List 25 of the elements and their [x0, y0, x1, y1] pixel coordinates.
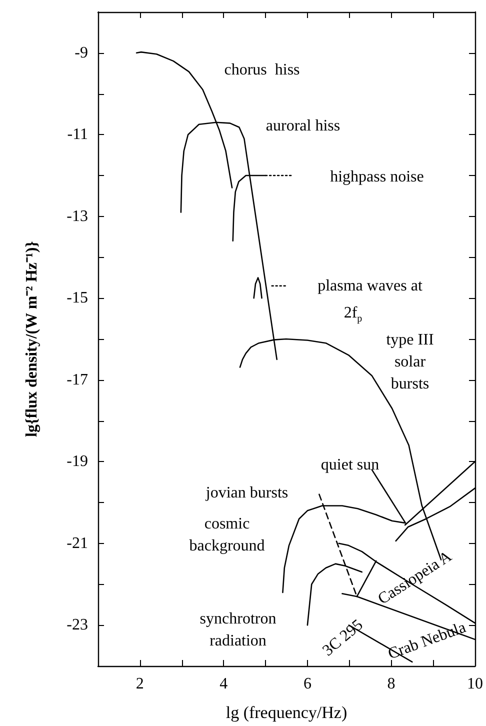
y-axis-title: lg{flux density/(W m⁻² Hz⁻¹)}: [24, 241, 40, 437]
x-tick-label: 2: [136, 676, 144, 692]
x-tick-label: 4: [220, 676, 228, 692]
y-tick-label: -15: [66, 290, 88, 307]
x-tick-label: 8: [387, 676, 396, 692]
y-tick-label: -11: [67, 126, 88, 144]
annotation: highpass noise: [330, 168, 424, 186]
x-tick-label: 6: [303, 676, 312, 692]
y-tick-label: -19: [66, 453, 88, 470]
annotation: chorus hiss: [224, 62, 300, 78]
x-axis-title: lg (frequency/Hz): [226, 703, 348, 722]
y-tick-label: -21: [66, 534, 88, 552]
annotation: Crab Nebula: [386, 619, 468, 663]
annotation: quiet sun: [320, 456, 380, 474]
annotation: synchrotron radiation: [200, 610, 276, 650]
annotation: plasma waves at: [318, 278, 423, 294]
x-tick-label: 10: [467, 676, 483, 692]
annotation: cosmic background: [189, 516, 265, 554]
annotation: type III solar bursts: [386, 332, 434, 392]
annotation: auroral hiss: [266, 118, 340, 134]
y-tick-label: -17: [66, 371, 88, 388]
annotation: jovian bursts: [204, 484, 288, 502]
y-tick-label: -9: [74, 44, 88, 62]
y-tick-label: -13: [66, 208, 88, 225]
y-tick-label: -23: [66, 616, 88, 634]
